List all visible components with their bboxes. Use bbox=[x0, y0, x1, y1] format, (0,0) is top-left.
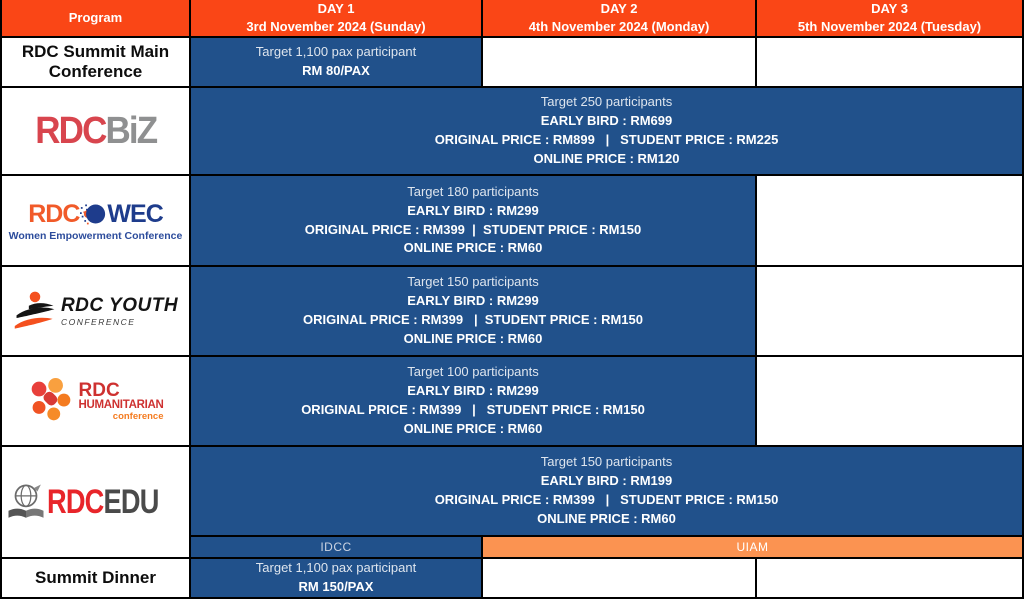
rdcwec-target: Target 180 participants bbox=[407, 183, 539, 199]
rdchumanitarian-online: ONLINE PRICE : RM60 bbox=[403, 420, 543, 436]
summit-dinner-day3-empty bbox=[757, 559, 1022, 597]
rdcyouth-target: Target 150 participants bbox=[407, 274, 539, 290]
rdcwec-logo-wec: WEC bbox=[107, 199, 163, 228]
rdchumanitarian-day3-empty bbox=[757, 357, 1022, 445]
rdcyouth-logo: RDC YOUTH CONFERENCE bbox=[13, 289, 178, 333]
summit-main-price: RM 80/PAX bbox=[302, 63, 370, 78]
rdcwec-online: ONLINE PRICE : RM60 bbox=[403, 240, 543, 256]
header-day3: DAY 3 5th November 2024 (Tuesday) bbox=[757, 0, 1022, 36]
globe-book-icon bbox=[8, 484, 44, 518]
rdcedu-logo-rdc: RDC bbox=[46, 482, 104, 521]
rdcyouth-earlybird: EARLY BIRD : RM299 bbox=[407, 293, 539, 309]
rdchumanitarian-logo-rdc: RDC bbox=[78, 379, 120, 401]
day3-date: 5th November 2024 (Tuesday) bbox=[797, 19, 982, 34]
rdcbiz-target: Target 250 participants bbox=[540, 94, 673, 110]
people-cluster-icon bbox=[31, 378, 70, 421]
rdcedu-pricing-cell: Target 150 participants EARLY BIRD : RM1… bbox=[191, 447, 1022, 535]
program-rdcyouth: RDC YOUTH CONFERENCE bbox=[2, 267, 189, 355]
rdcedu-logo-edu: EDU bbox=[103, 482, 159, 521]
summit-main-target: Target 1,100 pax participant bbox=[255, 44, 417, 60]
rdchumanitarian-pricing-cell: Target 100 participants EARLY BIRD : RM2… bbox=[191, 357, 755, 445]
rdcwec-pricing-cell: Target 180 participants EARLY BIRD : RM2… bbox=[191, 176, 755, 265]
program-rdchumanitarian: RDC HUMANITARIAN conference bbox=[2, 357, 189, 445]
rdcedu-venue-uiam: UIAM bbox=[736, 540, 769, 554]
summit-dinner-day2-empty bbox=[483, 559, 755, 597]
rdcedu-earlybird: EARLY BIRD : RM199 bbox=[540, 473, 673, 489]
day1-title: DAY 1 bbox=[317, 1, 355, 17]
rdcwec-logo-rdc: RDC bbox=[28, 199, 80, 228]
header-day2: DAY 2 4th November 2024 (Monday) bbox=[483, 0, 755, 36]
day2-title: DAY 2 bbox=[600, 1, 638, 17]
summit-dinner-target: Target 1,100 pax participant bbox=[255, 560, 417, 576]
rdcbiz-pricing-cell: Target 250 participants EARLY BIRD : RM6… bbox=[191, 88, 1022, 174]
day3-title: DAY 3 bbox=[871, 1, 908, 17]
rdcwec-tagline: Women Empowerment Conference bbox=[8, 229, 183, 242]
rdcedu-venue-day23-cell: UIAM bbox=[483, 537, 1022, 557]
rdcbiz-online: ONLINE PRICE : RM120 bbox=[533, 150, 680, 166]
summit-dinner-day1-cell: Target 1,100 pax participant RM 150/PAX bbox=[191, 559, 481, 597]
rdcedu-target: Target 150 participants bbox=[540, 454, 673, 470]
runner-icon bbox=[14, 291, 55, 329]
summit-main-day3-empty bbox=[757, 38, 1022, 86]
program-rdcwec: RDC WEC Women Empowerment Conference bbox=[2, 176, 189, 265]
rdcedu-venue-idcc: IDCC bbox=[320, 540, 352, 554]
summit-dinner-price: RM 150/PAX bbox=[298, 579, 374, 594]
day2-date: 4th November 2024 (Monday) bbox=[528, 19, 710, 34]
rdcbiz-logo: RDCBiZ bbox=[34, 109, 158, 153]
rdcwec-logo: RDC WEC bbox=[28, 199, 164, 229]
rdcyouth-logo-subtitle: CONFERENCE bbox=[60, 317, 136, 327]
summit-main-day1-cell: Target 1,100 pax participant RM 80/PAX bbox=[191, 38, 481, 86]
rdcyouth-logo-text: RDC YOUTH CONFERENCE bbox=[61, 295, 178, 327]
summit-main-label: RDC Summit Main Conference bbox=[21, 42, 170, 81]
program-summit-dinner: Summit Dinner bbox=[2, 559, 189, 597]
header-program: Program bbox=[2, 0, 189, 36]
rdchumanitarian-earlybird: EARLY BIRD : RM299 bbox=[407, 383, 539, 399]
rdcedu-online: ONLINE PRICE : RM60 bbox=[537, 510, 676, 526]
rdcbiz-logo-biz: BiZ bbox=[105, 109, 158, 152]
summit-main-day2-empty bbox=[483, 38, 755, 86]
rdchumanitarian-logo-text: RDC HUMANITARIAN conference bbox=[78, 379, 164, 422]
rdcwec-day3-empty bbox=[757, 176, 1022, 265]
header-day1: DAY 1 3rd November 2024 (Sunday) bbox=[191, 0, 481, 36]
rdcedu-logo: RDCEDU bbox=[5, 481, 186, 523]
rdchumanitarian-target: Target 100 participants bbox=[407, 364, 539, 380]
rdchumanitarian-logo: RDC HUMANITARIAN conference bbox=[28, 378, 164, 424]
rdcyouth-original-student: ORIGINAL PRICE : RM399 | STUDENT PRICE :… bbox=[302, 312, 643, 327]
rdchumanitarian-original-student: ORIGINAL PRICE : RM399 | STUDENT PRICE :… bbox=[301, 402, 645, 417]
rdcedu-logo-text: RDCEDU bbox=[47, 483, 159, 522]
rdcedu-original-student: ORIGINAL PRICE : RM399 | STUDENT PRICE :… bbox=[434, 492, 779, 507]
globe-dots-icon bbox=[80, 204, 106, 225]
rdchumanitarian-logo-title: HUMANITARIAN bbox=[78, 398, 164, 411]
rdcyouth-pricing-cell: Target 150 participants EARLY BIRD : RM2… bbox=[191, 267, 755, 355]
program-summit-main: RDC Summit Main Conference bbox=[2, 38, 189, 86]
rdcyouth-logo-title: RDC YOUTH bbox=[60, 295, 179, 316]
program-rdcedu: RDCEDU bbox=[2, 447, 189, 557]
rdcyouth-day3-empty bbox=[757, 267, 1022, 355]
rdcedu-venue-day1-cell: IDCC bbox=[191, 537, 481, 557]
header-program-label: Program bbox=[68, 10, 123, 26]
rdcwec-earlybird: EARLY BIRD : RM299 bbox=[407, 202, 539, 218]
program-rdcbiz: RDCBiZ bbox=[2, 88, 189, 174]
rdcyouth-online: ONLINE PRICE : RM60 bbox=[403, 330, 543, 346]
summit-dinner-label: Summit Dinner bbox=[35, 568, 156, 588]
rdcbiz-original-student: ORIGINAL PRICE : RM899 | STUDENT PRICE :… bbox=[434, 132, 779, 147]
rdchumanitarian-logo-subtitle: conference bbox=[112, 410, 164, 422]
rdcwec-original-student: ORIGINAL PRICE : RM399 | STUDENT PRICE :… bbox=[304, 221, 642, 237]
day1-date: 3rd November 2024 (Sunday) bbox=[246, 19, 426, 34]
rdcbiz-logo-rdc: RDC bbox=[34, 109, 107, 152]
rdcbiz-earlybird: EARLY BIRD : RM699 bbox=[540, 113, 673, 129]
